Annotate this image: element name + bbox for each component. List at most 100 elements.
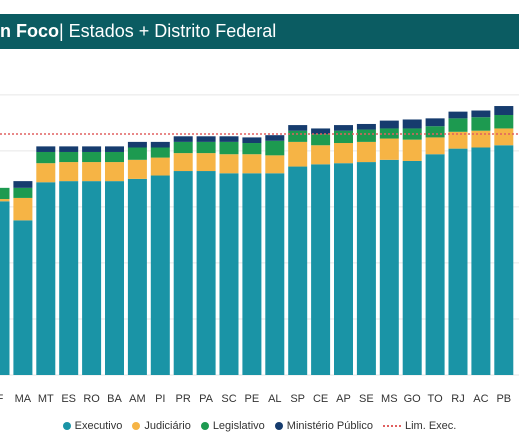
bar-segment[interactable] [471,130,491,148]
bar-segment[interactable] [402,160,422,375]
bar-segment[interactable] [150,147,170,158]
bar-segment[interactable] [471,117,491,131]
bar-segment[interactable] [379,120,399,129]
bar-segment[interactable] [311,145,331,165]
bar-segment[interactable] [13,220,33,375]
bar-segment[interactable] [265,140,285,156]
legend-item[interactable]: Executivo [62,420,122,432]
bar-segment[interactable] [334,125,353,131]
bar-segment[interactable] [196,171,216,375]
bar-segment[interactable] [265,155,285,174]
bar-segment[interactable] [379,138,399,160]
bar-segment[interactable] [196,136,216,142]
bar-segment[interactable] [219,141,239,155]
bar-segment[interactable] [105,162,124,182]
bar-segment[interactable] [173,136,193,142]
bar-segment[interactable] [196,153,216,172]
bar-segment[interactable] [356,123,376,130]
bar-segment[interactable] [82,162,102,182]
bar-segment[interactable] [448,118,468,132]
legend-swatch [132,422,141,430]
bar-segment[interactable] [425,154,445,375]
bar-segment[interactable] [82,151,102,163]
x-tick-label: BA [107,393,122,405]
bar-segment[interactable] [265,135,285,141]
bar-segment[interactable] [425,126,445,138]
bar-segment[interactable] [448,148,468,375]
bar-segment[interactable] [471,147,491,376]
bar-segment[interactable] [219,154,239,174]
bar-segment[interactable] [494,128,514,146]
bar-segment[interactable] [425,118,445,127]
bar-segment[interactable] [242,154,262,174]
bar-segment[interactable] [334,130,353,144]
bar-segment[interactable] [173,141,193,154]
bar-segment[interactable] [105,146,124,152]
bar-segment[interactable] [59,162,79,182]
bar-segment[interactable] [59,146,79,152]
bar-segment[interactable] [36,182,56,375]
bar-segment[interactable] [173,153,193,172]
bar-segment[interactable] [265,173,285,375]
bar-segment[interactable] [59,181,79,375]
bar-segment[interactable] [0,187,10,200]
bar-segment[interactable] [356,162,376,375]
x-tick-label: AC [473,393,488,405]
bar-segment[interactable] [334,163,353,375]
bar-segment[interactable] [127,178,147,375]
bar-segment[interactable] [494,106,514,115]
bar-segment[interactable] [311,128,331,135]
bar-segment[interactable] [127,141,147,148]
bar-segment[interactable] [82,181,102,375]
bar-segment[interactable] [173,171,193,375]
bar-segment[interactable] [311,164,331,375]
bar-segment[interactable] [379,159,399,375]
bar-segment[interactable] [105,151,124,163]
legend-item[interactable]: Lim. Exec. [383,420,456,432]
bar-segment[interactable] [150,141,170,148]
legend-item[interactable]: Legislativo [200,420,265,432]
bar-segment[interactable] [36,163,56,183]
bar-segment[interactable] [288,125,308,131]
bar-segment[interactable] [288,141,308,167]
x-tick-label: ES [61,393,76,405]
bar-segment[interactable] [494,115,514,129]
bar-segment[interactable] [13,187,33,198]
bar-segment[interactable] [311,134,331,146]
bar-segment[interactable] [471,110,491,118]
bar-segment[interactable] [150,175,170,375]
bar-segment[interactable] [356,141,376,163]
bar-segment[interactable] [242,137,262,144]
bar-segment[interactable] [448,131,468,149]
bar-segment[interactable] [36,146,56,152]
bar-segment[interactable] [127,147,147,160]
bar-segment[interactable] [402,119,422,129]
bar-segment[interactable] [0,199,10,202]
bar-segment[interactable] [288,130,308,142]
bar-segment[interactable] [36,151,56,164]
legend-label: Judiciário [144,420,191,432]
bar-segment[interactable] [196,141,216,154]
bar-segment[interactable] [288,166,308,375]
bar-segment[interactable] [0,201,10,375]
legend-item[interactable]: Judiciário [132,420,191,432]
bar-segment[interactable] [127,159,147,179]
bar-segment[interactable] [219,136,239,142]
bar-segment[interactable] [150,157,170,176]
bar-segment[interactable] [242,173,262,375]
bar-segment[interactable] [334,143,353,164]
bar-segment[interactable] [448,111,468,119]
bar-segment[interactable] [13,181,33,188]
bar-segment[interactable] [59,151,79,163]
bar-segment[interactable] [82,146,102,152]
bar-segment[interactable] [356,129,376,142]
bar-segment[interactable] [494,145,514,375]
x-tick-label: RO [83,393,100,405]
bar-segment[interactable] [425,137,445,155]
bar-segment[interactable] [402,139,422,161]
bar-segment[interactable] [13,197,33,221]
bar-segment[interactable] [242,143,262,155]
bar-segment[interactable] [219,173,239,375]
legend-item[interactable]: Ministério Público [274,420,373,432]
bar-segment[interactable] [105,181,124,375]
